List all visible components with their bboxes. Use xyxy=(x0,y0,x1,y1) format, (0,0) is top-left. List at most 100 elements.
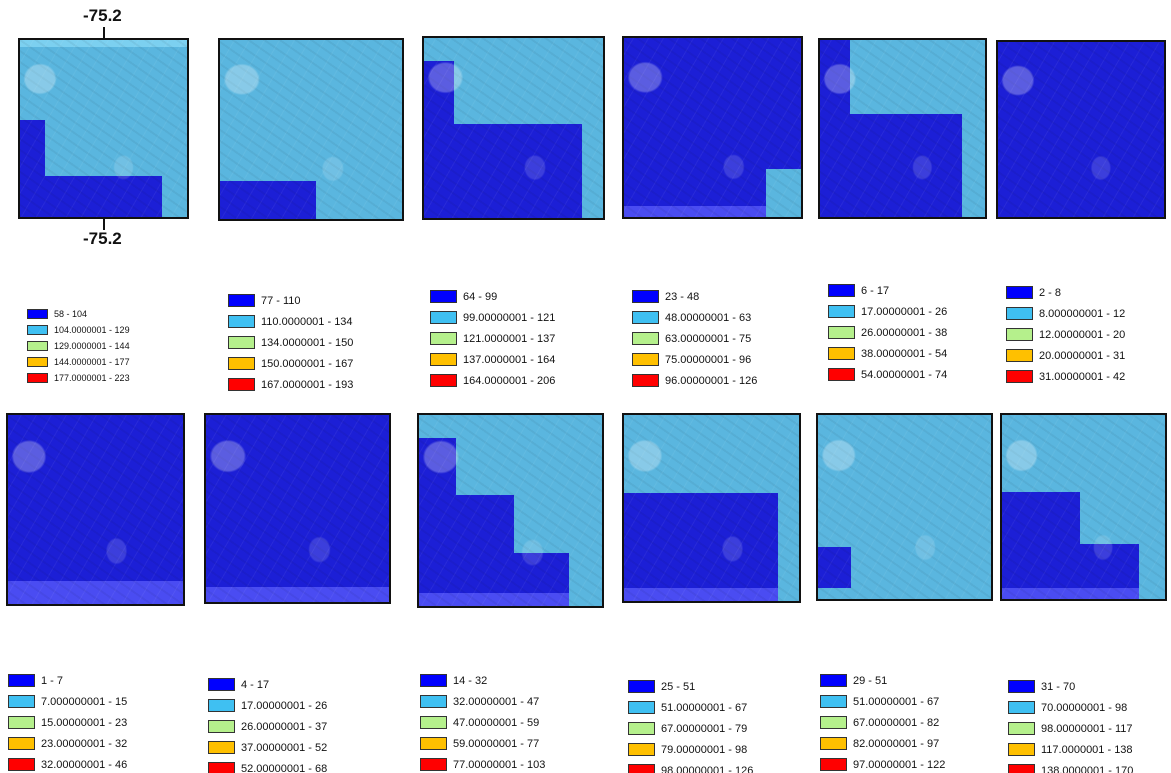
legend-item: 64 - 99 xyxy=(430,286,555,307)
legend-swatch xyxy=(628,743,655,756)
legend-item: 177.0000001 - 223 xyxy=(27,370,130,386)
legend-label: 12.00000001 - 20 xyxy=(1039,329,1125,341)
legend-item: 23.00000001 - 32 xyxy=(8,733,127,754)
legend-label: 137.0000001 - 164 xyxy=(463,354,555,366)
legend-label: 47.00000001 - 59 xyxy=(453,717,539,729)
legend-label: 77.00000001 - 103 xyxy=(453,759,545,771)
legend-swatch xyxy=(27,357,48,367)
legend-swatch xyxy=(828,347,855,360)
legend-swatch xyxy=(1006,286,1033,299)
legend-swatch xyxy=(828,284,855,297)
legend-swatch xyxy=(820,695,847,708)
legend-swatch xyxy=(632,332,659,345)
legend-item: 67.00000001 - 82 xyxy=(820,712,945,733)
legend-label: 7.000000001 - 15 xyxy=(41,696,127,708)
imagery-texture xyxy=(818,415,991,599)
legend-label: 1 - 7 xyxy=(41,675,63,687)
map-panel xyxy=(1000,413,1167,601)
legend-item: 8.000000001 - 12 xyxy=(1006,303,1125,324)
legend-item: 138.0000001 - 170 xyxy=(1008,760,1133,773)
legend-item: 6 - 17 xyxy=(828,280,947,301)
legend-label: 82.00000001 - 97 xyxy=(853,738,939,750)
legend-label: 98.00000001 - 117 xyxy=(1041,723,1133,735)
legend-label: 77 - 110 xyxy=(261,295,301,307)
legend-item: 110.0000001 - 134 xyxy=(228,311,353,332)
legend-item: 98.00000001 - 117 xyxy=(1008,718,1133,739)
map-panel xyxy=(818,38,987,219)
legend-label: 64 - 99 xyxy=(463,291,497,303)
legend-item: 38.00000001 - 54 xyxy=(828,343,947,364)
legend-swatch xyxy=(1006,370,1033,383)
legend-swatch xyxy=(420,695,447,708)
legend-swatch xyxy=(828,305,855,318)
legend-label: 20.00000001 - 31 xyxy=(1039,350,1125,362)
legend-item: 17.00000001 - 26 xyxy=(828,301,947,322)
legend-label: 70.00000001 - 98 xyxy=(1041,702,1127,714)
legend-label: 59.00000001 - 77 xyxy=(453,738,539,750)
legend-label: 99.00000001 - 121 xyxy=(463,312,555,324)
legend-swatch xyxy=(632,353,659,366)
coordinate-label: -75.2 xyxy=(83,229,122,249)
legend-item: 98.00000001 - 126 xyxy=(628,760,753,773)
legend-item: 4 - 17 xyxy=(208,674,327,695)
legend-label: 117.0000001 - 138 xyxy=(1041,744,1133,756)
legend-swatch xyxy=(1006,349,1033,362)
legend: 29 - 5151.00000001 - 6767.00000001 - 828… xyxy=(820,670,945,773)
legend-label: 144.0000001 - 177 xyxy=(54,357,130,367)
legend-label: 63.00000001 - 75 xyxy=(665,333,751,345)
imagery-texture xyxy=(220,40,402,219)
legend-item: 15.00000001 - 23 xyxy=(8,712,127,733)
legend-item: 2 - 8 xyxy=(1006,282,1125,303)
imagery-texture xyxy=(424,38,603,218)
legend-swatch xyxy=(828,368,855,381)
legend-label: 15.00000001 - 23 xyxy=(41,717,127,729)
legend-label: 138.0000001 - 170 xyxy=(1041,765,1133,773)
legend-swatch xyxy=(628,764,655,773)
legend-swatch xyxy=(632,311,659,324)
legend-item: 14 - 32 xyxy=(420,670,545,691)
legend-swatch xyxy=(420,737,447,750)
legend-swatch xyxy=(828,326,855,339)
imagery-texture xyxy=(8,415,183,604)
legend-label: 104.0000001 - 129 xyxy=(54,325,130,335)
legend-swatch xyxy=(8,716,35,729)
legend-item: 31.00000001 - 42 xyxy=(1006,366,1125,387)
legend-swatch xyxy=(228,294,255,307)
legend-swatch xyxy=(1008,680,1035,693)
legend-swatch xyxy=(820,674,847,687)
legend-swatch xyxy=(228,378,255,391)
legend-item: 59.00000001 - 77 xyxy=(420,733,545,754)
imagery-texture xyxy=(624,38,801,217)
legend-item: 70.00000001 - 98 xyxy=(1008,697,1133,718)
legend-label: 129.0000001 - 144 xyxy=(54,341,130,351)
legend-label: 98.00000001 - 126 xyxy=(661,765,753,773)
legend-item: 117.0000001 - 138 xyxy=(1008,739,1133,760)
legend-label: 164.0000001 - 206 xyxy=(463,375,555,387)
legend-swatch xyxy=(27,373,48,383)
legend-item: 48.00000001 - 63 xyxy=(632,307,757,328)
imagery-texture xyxy=(998,42,1164,217)
map-panel xyxy=(816,413,993,601)
legend-swatch xyxy=(628,680,655,693)
map-panel xyxy=(218,38,404,221)
legend-item: 51.00000001 - 67 xyxy=(628,697,753,718)
legend-label: 97.00000001 - 122 xyxy=(853,759,945,771)
legend-item: 67.00000001 - 79 xyxy=(628,718,753,739)
legend-item: 96.00000001 - 126 xyxy=(632,370,757,391)
legend-item: 31 - 70 xyxy=(1008,676,1133,697)
legend-label: 26.00000001 - 37 xyxy=(241,721,327,733)
tick xyxy=(103,218,105,230)
map-panel xyxy=(204,413,391,604)
legend-swatch xyxy=(1008,764,1035,773)
legend-swatch xyxy=(208,699,235,712)
map-panel xyxy=(422,36,605,220)
map-panel xyxy=(622,413,801,603)
legend-swatch xyxy=(430,353,457,366)
legend-label: 23 - 48 xyxy=(665,291,699,303)
legend-item: 97.00000001 - 122 xyxy=(820,754,945,773)
legend-swatch xyxy=(628,722,655,735)
legend-swatch xyxy=(420,716,447,729)
legend-label: 110.0000001 - 134 xyxy=(261,316,353,328)
legend-swatch xyxy=(1006,307,1033,320)
